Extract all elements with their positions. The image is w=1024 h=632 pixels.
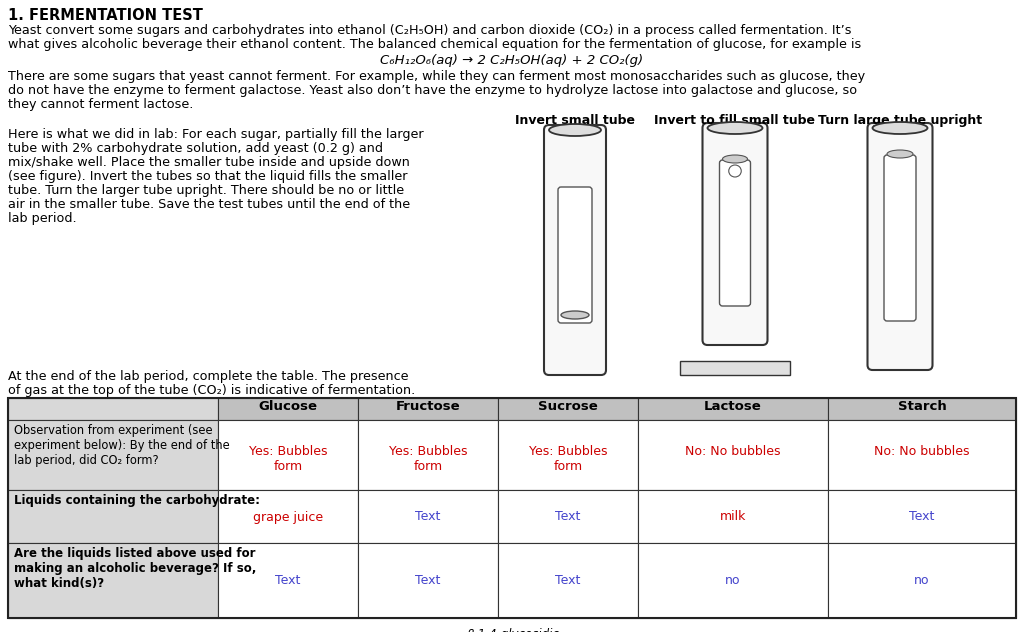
- Bar: [638, 420, 828, 490]
- Text: Yes: Bubbles
form: Yes: Bubbles form: [528, 445, 607, 473]
- FancyBboxPatch shape: [702, 123, 768, 345]
- Ellipse shape: [729, 165, 741, 177]
- FancyBboxPatch shape: [720, 160, 751, 306]
- Bar: [8, 490, 218, 543]
- Text: tube. Turn the larger tube upright. There should be no or little: tube. Turn the larger tube upright. Ther…: [8, 184, 404, 197]
- Text: Are the liquids listed above used for
making an alcoholic beverage? If so,
what : Are the liquids listed above used for ma…: [14, 547, 256, 590]
- Bar: [8, 398, 1016, 618]
- Bar: [358, 398, 498, 420]
- Bar: [8, 420, 218, 490]
- FancyBboxPatch shape: [544, 125, 606, 375]
- Text: Text: Text: [555, 574, 581, 588]
- Text: mix/shake well. Place the smaller tube inside and upside down: mix/shake well. Place the smaller tube i…: [8, 156, 410, 169]
- Ellipse shape: [708, 122, 763, 134]
- Text: tube with 2% carbohydrate solution, add yeast (0.2 g) and: tube with 2% carbohydrate solution, add …: [8, 142, 383, 155]
- Text: Turn large tube upright: Turn large tube upright: [818, 114, 982, 127]
- Bar: [828, 490, 1016, 543]
- Bar: [218, 420, 358, 490]
- Ellipse shape: [549, 124, 601, 136]
- Text: (see figure). Invert the tubes so that the liquid fills the smaller: (see figure). Invert the tubes so that t…: [8, 170, 408, 183]
- Bar: [828, 543, 1016, 618]
- Bar: [218, 543, 358, 618]
- Bar: [498, 398, 638, 420]
- Text: No: No bubbles: No: No bubbles: [874, 445, 970, 458]
- Text: Liquids containing the carbohydrate:: Liquids containing the carbohydrate:: [14, 494, 260, 507]
- Text: Glucose: Glucose: [258, 400, 317, 413]
- Text: Yes: Bubbles
form: Yes: Bubbles form: [389, 445, 467, 473]
- Bar: [730, 305, 740, 340]
- Text: no: no: [725, 574, 740, 588]
- Text: of gas at the top of the tube (CO₂) is indicative of fermentation.: of gas at the top of the tube (CO₂) is i…: [8, 384, 416, 397]
- Bar: [498, 490, 638, 543]
- Text: Invert small tube: Invert small tube: [515, 114, 635, 127]
- Bar: [218, 490, 358, 543]
- Text: they cannot ferment lactose.: they cannot ferment lactose.: [8, 98, 194, 111]
- Ellipse shape: [872, 122, 928, 134]
- Text: Yeast convert some sugars and carbohydrates into ethanol (C₂H₅OH) and carbon dio: Yeast convert some sugars and carbohydra…: [8, 24, 852, 37]
- Bar: [638, 398, 828, 420]
- Text: do not have the enzyme to ferment galactose. Yeast also don’t have the enzyme to: do not have the enzyme to ferment galact…: [8, 84, 857, 97]
- Text: grape juice: grape juice: [253, 511, 323, 523]
- Bar: [218, 398, 358, 420]
- Ellipse shape: [887, 150, 913, 158]
- Text: No: No bubbles: No: No bubbles: [685, 445, 780, 458]
- Text: Observation from experiment (see
experiment below): By the end of the
lab period: Observation from experiment (see experim…: [14, 424, 229, 467]
- Bar: [358, 420, 498, 490]
- Text: Text: Text: [416, 574, 440, 588]
- Text: Lactose: Lactose: [705, 400, 762, 413]
- Text: Text: Text: [416, 511, 440, 523]
- Text: Sucrose: Sucrose: [539, 400, 598, 413]
- FancyBboxPatch shape: [558, 187, 592, 323]
- FancyBboxPatch shape: [680, 361, 790, 375]
- Bar: [358, 490, 498, 543]
- FancyBboxPatch shape: [867, 123, 933, 370]
- Bar: [498, 543, 638, 618]
- Text: air in the smaller tube. Save the test tubes until the end of the: air in the smaller tube. Save the test t…: [8, 198, 411, 211]
- Text: Text: Text: [275, 574, 301, 588]
- Text: At the end of the lab period, complete the table. The presence: At the end of the lab period, complete t…: [8, 370, 409, 383]
- Bar: [828, 420, 1016, 490]
- Text: no: no: [914, 574, 930, 588]
- Bar: [828, 398, 1016, 420]
- Text: milk: milk: [720, 511, 746, 523]
- Text: what gives alcoholic beverage their ethanol content. The balanced chemical equat: what gives alcoholic beverage their etha…: [8, 38, 861, 51]
- Text: Starch: Starch: [898, 400, 946, 413]
- Text: 1. FERMENTATION TEST: 1. FERMENTATION TEST: [8, 8, 203, 23]
- Text: Text: Text: [909, 511, 935, 523]
- Bar: [8, 398, 218, 420]
- Text: Fructose: Fructose: [395, 400, 461, 413]
- Text: Text: Text: [555, 511, 581, 523]
- Bar: [8, 543, 218, 618]
- Ellipse shape: [561, 311, 589, 319]
- Text: There are some sugars that yeast cannot ferment. For example, while they can fer: There are some sugars that yeast cannot …: [8, 70, 865, 83]
- Bar: [638, 543, 828, 618]
- FancyBboxPatch shape: [884, 155, 916, 321]
- Text: C₆H₁₂O₆(aq) → 2 C₂H₅OH(aq) + 2 CO₂(g): C₆H₁₂O₆(aq) → 2 C₂H₅OH(aq) + 2 CO₂(g): [381, 54, 643, 67]
- Text: Here is what we did in lab: For each sugar, partially fill the larger: Here is what we did in lab: For each sug…: [8, 128, 424, 141]
- Bar: [358, 543, 498, 618]
- Text: Invert to fill small tube: Invert to fill small tube: [654, 114, 815, 127]
- Text: Yes: Bubbles
form: Yes: Bubbles form: [249, 445, 328, 473]
- Text: lab period.: lab period.: [8, 212, 77, 225]
- Bar: [638, 490, 828, 543]
- Text: β-1,4-glycosidic: β-1,4-glycosidic: [466, 628, 558, 632]
- Bar: [498, 420, 638, 490]
- Ellipse shape: [723, 155, 748, 163]
